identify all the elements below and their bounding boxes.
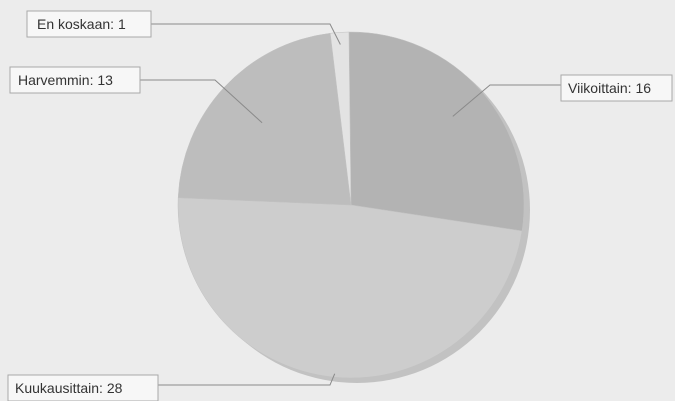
pie-slice-harvemmin bbox=[177, 32, 352, 206]
leader-line-viikoittain bbox=[452, 84, 561, 117]
pie-slices bbox=[177, 31, 530, 383]
label-en-koskaan: En koskaan: 1 bbox=[26, 10, 152, 38]
label-viikoittain-text: Viikoittain: 16 bbox=[568, 80, 651, 96]
leader-line-harvemmin bbox=[140, 79, 263, 124]
pie-slice-en-koskaan bbox=[329, 31, 352, 206]
label-en-koskaan-text: En koskaan: 1 bbox=[37, 16, 126, 32]
pie-slice-kuukausittain bbox=[177, 197, 523, 379]
label-harvemmin-text: Harvemmin: 13 bbox=[18, 72, 113, 88]
leader-line-en-koskaan bbox=[151, 23, 341, 45]
label-harvemmin: Harvemmin: 13 bbox=[9, 66, 141, 94]
label-viikoittain: Viikoittain: 16 bbox=[560, 74, 673, 102]
label-kuukausittain-text: Kuukausittain: 28 bbox=[15, 380, 123, 396]
label-kuukausittain: Kuukausittain: 28 bbox=[7, 374, 159, 401]
leader-line-kuukausittain bbox=[158, 373, 336, 386]
pie-slice-viikoittain bbox=[348, 31, 525, 232]
label-leader-lines bbox=[140, 23, 561, 386]
